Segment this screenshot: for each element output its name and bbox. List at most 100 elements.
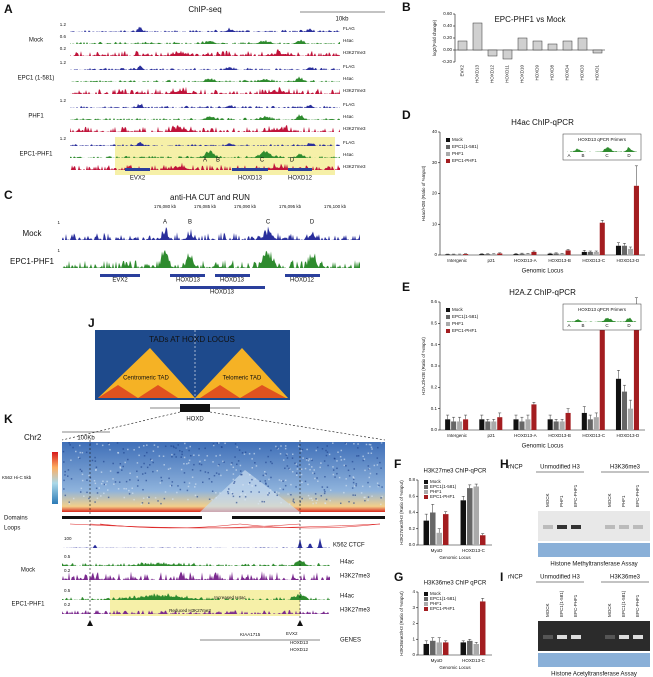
hic-speck (222, 460, 224, 463)
hic-speck (179, 449, 181, 452)
hic-speck (193, 463, 195, 466)
lane-label: EPC-PHF1 (635, 484, 640, 507)
hic-speck (88, 474, 90, 477)
hic-speck (227, 492, 230, 495)
hic-speck (325, 454, 328, 457)
signal-track (70, 49, 340, 56)
hic-speck (280, 479, 283, 482)
hic-speck (156, 469, 159, 472)
panel-letter: A (4, 2, 13, 16)
row-name: Mock (21, 568, 36, 574)
hic-speck (102, 460, 105, 463)
hic-speck (108, 443, 110, 446)
hic-speck (217, 464, 220, 467)
legend-label: EPC1(1-581) (452, 144, 479, 149)
hic-speck (194, 486, 196, 488)
hic-speck (345, 443, 347, 445)
tad (195, 348, 288, 398)
hic-speck (364, 469, 366, 472)
y-tick-label: 4 (412, 589, 415, 594)
hic-speck (79, 451, 82, 454)
hic-speck (79, 491, 82, 493)
bar (467, 640, 473, 655)
hic-speck (219, 454, 221, 457)
bar (621, 391, 628, 430)
hic-speck (114, 481, 117, 483)
coord-label: 176,100 kb (324, 204, 347, 209)
hic-speck (267, 455, 269, 458)
bar (532, 40, 543, 51)
chr-label: Chr2 (24, 433, 42, 442)
bar (615, 378, 622, 430)
bar (430, 512, 436, 545)
hic-speck (244, 493, 246, 496)
hic-speck (112, 478, 114, 480)
hic-speck (118, 481, 121, 483)
bar (436, 642, 443, 655)
error-bar (498, 252, 502, 254)
hic-speck (314, 477, 316, 480)
lane-label: PHF1 (559, 495, 564, 507)
bar (565, 412, 571, 430)
hic-speck (255, 465, 258, 467)
error-bar (560, 419, 564, 422)
bar (473, 486, 480, 545)
inset-label: B (581, 153, 584, 158)
hic-speck (378, 484, 380, 487)
y-tick-label: 0.00 (443, 47, 452, 52)
hic-speck (207, 471, 209, 474)
band (557, 525, 567, 529)
x-tick-label: MyoD (431, 658, 444, 663)
row-name: EPC1 (1-581) (18, 76, 55, 82)
band (633, 525, 643, 529)
hic-speck (357, 447, 359, 449)
x-tick-label: HOXD13-C (582, 258, 606, 263)
error-bar (594, 250, 598, 252)
y-axis-label: H2A.Z/H2B (Ratio of %Input) (421, 337, 426, 395)
hic-speck (295, 463, 297, 465)
hic-speck (106, 480, 108, 483)
signal-track (62, 250, 360, 268)
hic-speck (116, 442, 119, 444)
legend-label: EPC1-PHF1 (430, 494, 455, 499)
bar (423, 520, 430, 545)
signal-track (62, 538, 330, 548)
hic-speck (70, 459, 72, 461)
gene-label: HOXD13 (238, 176, 263, 182)
y-tick-label: 0.4 (431, 342, 438, 347)
hic-speck (208, 498, 211, 500)
hic-speck (351, 460, 354, 463)
error-bar (468, 639, 472, 641)
y-tick-label: 20 (432, 191, 438, 196)
hic-speck (116, 471, 119, 474)
hic-speck (237, 460, 240, 462)
hic-speck (148, 502, 150, 504)
hic-speck (371, 448, 373, 450)
hic-speck (326, 486, 329, 488)
bar (451, 254, 457, 255)
track-label: H4ac (343, 114, 354, 119)
hic-speck (185, 447, 188, 449)
hic-speck (204, 459, 206, 461)
hic-speck (286, 453, 288, 455)
legend-swatch (446, 308, 450, 312)
track-label: FLAG (343, 26, 355, 31)
hic-speck (300, 468, 303, 470)
hic-speck (238, 495, 241, 498)
hic-speck (212, 461, 214, 463)
hic-speck (232, 495, 235, 498)
track-scale: 1.2 (60, 60, 67, 65)
hic-speck (343, 464, 346, 467)
blot (538, 621, 650, 651)
marker (297, 620, 303, 626)
inset-label: A (567, 153, 570, 158)
hic-speck (138, 446, 140, 449)
panel-letter: G (394, 570, 403, 584)
lane-label: MOCK (607, 494, 612, 508)
legend-swatch (424, 495, 428, 499)
y-tick-label: 0 (412, 652, 415, 657)
hic-speck (158, 455, 161, 457)
panel-letter: D (402, 108, 411, 122)
lane-label: EPC-PHF1 (635, 594, 640, 617)
y-tick-label: 0.40 (443, 23, 452, 28)
